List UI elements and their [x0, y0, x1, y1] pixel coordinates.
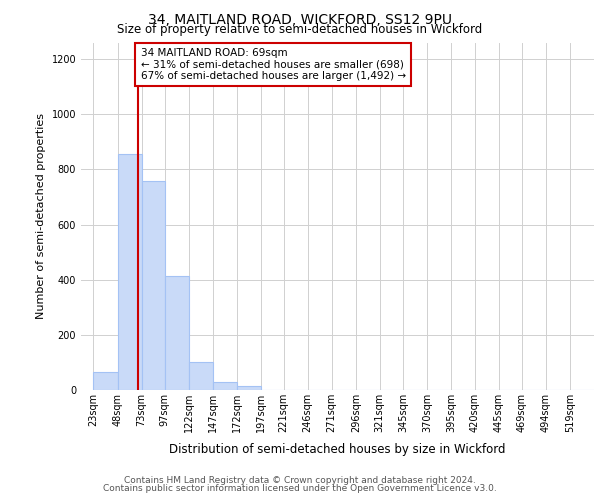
- Text: 34 MAITLAND ROAD: 69sqm
← 31% of semi-detached houses are smaller (698)
67% of s: 34 MAITLAND ROAD: 69sqm ← 31% of semi-de…: [140, 48, 406, 81]
- Text: Contains public sector information licensed under the Open Government Licence v3: Contains public sector information licen…: [103, 484, 497, 493]
- Bar: [236, 386, 260, 390]
- Bar: [188, 362, 212, 390]
- Bar: [94, 372, 118, 390]
- X-axis label: Distribution of semi-detached houses by size in Wickford: Distribution of semi-detached houses by …: [169, 444, 506, 456]
- Text: Contains HM Land Registry data © Crown copyright and database right 2024.: Contains HM Land Registry data © Crown c…: [124, 476, 476, 485]
- Bar: [212, 382, 236, 390]
- Bar: [164, 276, 188, 390]
- Y-axis label: Number of semi-detached properties: Number of semi-detached properties: [36, 114, 46, 320]
- Bar: [142, 181, 164, 390]
- Text: 34, MAITLAND ROAD, WICKFORD, SS12 9PU: 34, MAITLAND ROAD, WICKFORD, SS12 9PU: [148, 12, 452, 26]
- Text: Size of property relative to semi-detached houses in Wickford: Size of property relative to semi-detach…: [118, 22, 482, 36]
- Bar: [118, 154, 142, 390]
